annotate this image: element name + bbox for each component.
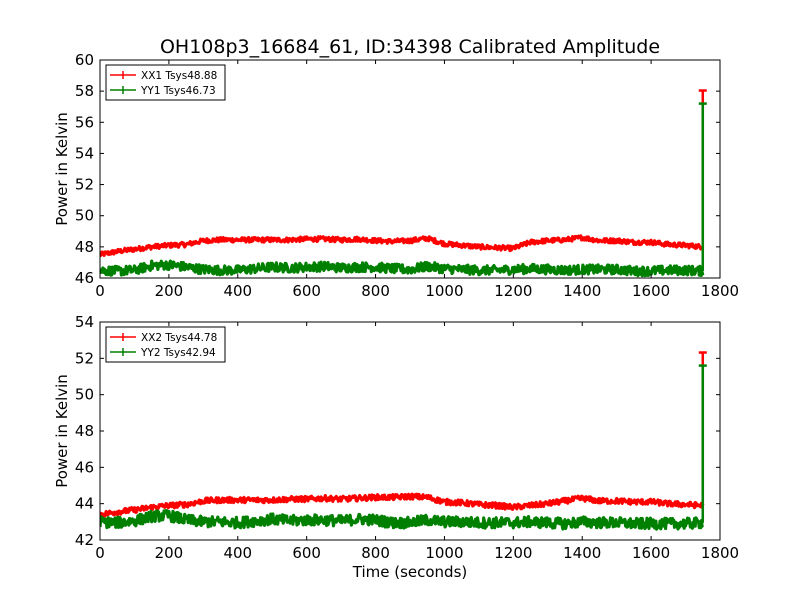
x-tick-label: 1200: [494, 544, 532, 562]
x-tick-label: 1000: [425, 544, 463, 562]
y-tick-label: 48: [75, 238, 94, 256]
series-line: [100, 509, 705, 531]
x-tick-label: 1000: [425, 282, 463, 300]
y-tick-label: 50: [75, 207, 94, 225]
x-tick-label: 0: [95, 282, 105, 300]
figure-title: OH108p3_16684_61, ID:34398 Calibrated Am…: [160, 36, 660, 58]
legend: XX2 Tsys44.78 YY2 Tsys42.94: [105, 326, 226, 363]
y-tick-label: 54: [75, 144, 94, 162]
x-tick-label: 400: [223, 282, 252, 300]
x-tick-label: 1400: [563, 282, 601, 300]
y-axis-label: Power in Kelvin: [53, 112, 71, 226]
y-tick-label: 54: [75, 313, 94, 331]
legend-label: YY1 Tsys46.73: [140, 85, 216, 97]
panel-2: 0 200 400 600 800 1000 1200 1400 1600 1800 42 44 46 4…: [53, 313, 739, 581]
panel-1: 0 200 400 600 800 1000 1200 1400 1600 1800 46 48 50 5…: [53, 51, 739, 300]
x-tick-label: 200: [155, 544, 184, 562]
series-2-2: [100, 364, 707, 531]
x-tick-label: 1800: [701, 544, 739, 562]
y-tick-label: 60: [75, 51, 94, 69]
x-axis-label: Time (seconds): [352, 563, 468, 581]
x-tick-label: 1600: [632, 544, 670, 562]
x-tick-label: 600: [292, 282, 321, 300]
x-tick-label: 800: [361, 282, 390, 300]
legend-label: YY2 Tsys42.94: [140, 347, 216, 359]
x-tick-label: 1600: [632, 282, 670, 300]
y-tick-label: 46: [75, 458, 94, 476]
y-tick-label: 56: [75, 113, 94, 131]
y-tick-label: 52: [75, 176, 94, 194]
y-tick-label: 44: [75, 495, 94, 513]
y-tick-label: 46: [75, 269, 94, 287]
series-line: [100, 234, 704, 257]
y-tick-label: 52: [75, 349, 94, 367]
x-tick-label: 400: [223, 544, 252, 562]
y-tick-label: 48: [75, 422, 94, 440]
x-tick-label: 1400: [563, 544, 601, 562]
legend-label: XX2 Tsys44.78: [141, 332, 217, 344]
series-line: [100, 259, 705, 278]
y-tick-label: 42: [75, 531, 94, 549]
x-tick-label: 1200: [494, 282, 532, 300]
x-tick-label: 1800: [701, 282, 739, 300]
y-axis-label: Power in Kelvin: [53, 374, 71, 488]
x-tick-label: 200: [155, 282, 184, 300]
series-1-2: [100, 102, 707, 278]
series-line: [100, 492, 705, 518]
x-tick-label: 0: [95, 544, 105, 562]
legend-label: XX1 Tsys48.88: [141, 70, 217, 82]
y-tick-label: 50: [75, 386, 94, 404]
x-tick-label: 800: [361, 544, 390, 562]
plot-frame: [99, 59, 721, 279]
legend: XX1 Tsys48.88 YY1 Tsys46.73: [105, 64, 226, 101]
x-tick-label: 600: [292, 544, 321, 562]
y-tick-label: 58: [75, 82, 94, 100]
